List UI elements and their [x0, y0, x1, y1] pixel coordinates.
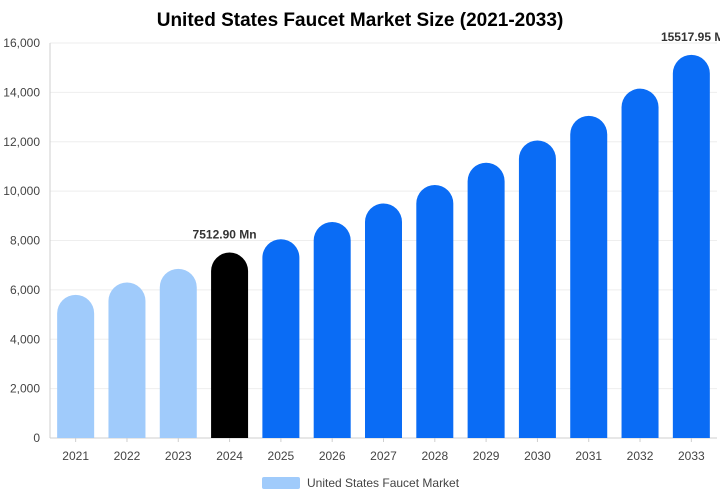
bar-2029[interactable]: [467, 162, 505, 438]
bars: [57, 54, 710, 439]
bar-2027[interactable]: [365, 203, 402, 438]
bar-2021[interactable]: [57, 294, 95, 438]
data-label-2024: 7512.90 Mn: [193, 228, 257, 242]
bar-2030[interactable]: [518, 140, 556, 438]
x-tick-label: 2028: [421, 449, 448, 463]
x-tick-label: 2030: [524, 449, 551, 463]
x-tick-label: 2029: [473, 449, 500, 463]
bar-2022[interactable]: [108, 282, 146, 438]
x-tick-label: 2025: [268, 449, 295, 463]
x-axis: 2021 2022 2023 2024 2025 2026 2027 2028 2029 2030…: [50, 437, 717, 463]
bar-2032[interactable]: [621, 88, 659, 439]
y-tick-label: 8,000: [10, 234, 40, 248]
y-tick-label: 16,000: [3, 36, 40, 50]
bar-2031[interactable]: [570, 115, 608, 439]
y-tick-label: 10,000: [3, 184, 40, 198]
legend-swatch: [262, 477, 300, 489]
bar-2025[interactable]: [262, 239, 300, 438]
x-tick-label: 2024: [216, 449, 243, 463]
y-tick-label: 12,000: [3, 135, 40, 149]
x-tick-label: 2033: [678, 449, 705, 463]
y-tick-label: 2,000: [10, 382, 40, 396]
y-tick-label: 14,000: [3, 85, 40, 99]
legend-label: United States Faucet Market: [307, 476, 460, 490]
data-label-2033: 15517.95 M: [661, 30, 720, 44]
x-tick-label: 2023: [165, 449, 192, 463]
x-tick-label: 2021: [62, 449, 89, 463]
y-axis: 0 2,000 4,000 6,000 8,000 10,000 12,000 14,000 1…: [3, 36, 51, 445]
y-tick-label: 4,000: [10, 332, 40, 346]
legend[interactable]: United States Faucet Market: [262, 476, 460, 490]
x-tick-label: 2031: [575, 449, 602, 463]
x-tick-label: 2027: [370, 449, 397, 463]
bar-2024[interactable]: [211, 252, 249, 438]
bar-2033[interactable]: [672, 54, 710, 439]
x-tick-label: 2032: [627, 449, 654, 463]
x-tick-label: 2022: [114, 449, 141, 463]
chart-title: United States Faucet Market Size (2021-2…: [157, 10, 564, 31]
bar-2028[interactable]: [416, 184, 454, 438]
bar-2023[interactable]: [159, 268, 197, 438]
y-tick-label: 6,000: [10, 283, 40, 297]
data-labels: 7512.90 Mn 15517.95 M: [193, 30, 720, 242]
x-tick-label: 2026: [319, 449, 346, 463]
bar-2026[interactable]: [313, 221, 351, 438]
y-tick-label: 0: [33, 431, 40, 445]
